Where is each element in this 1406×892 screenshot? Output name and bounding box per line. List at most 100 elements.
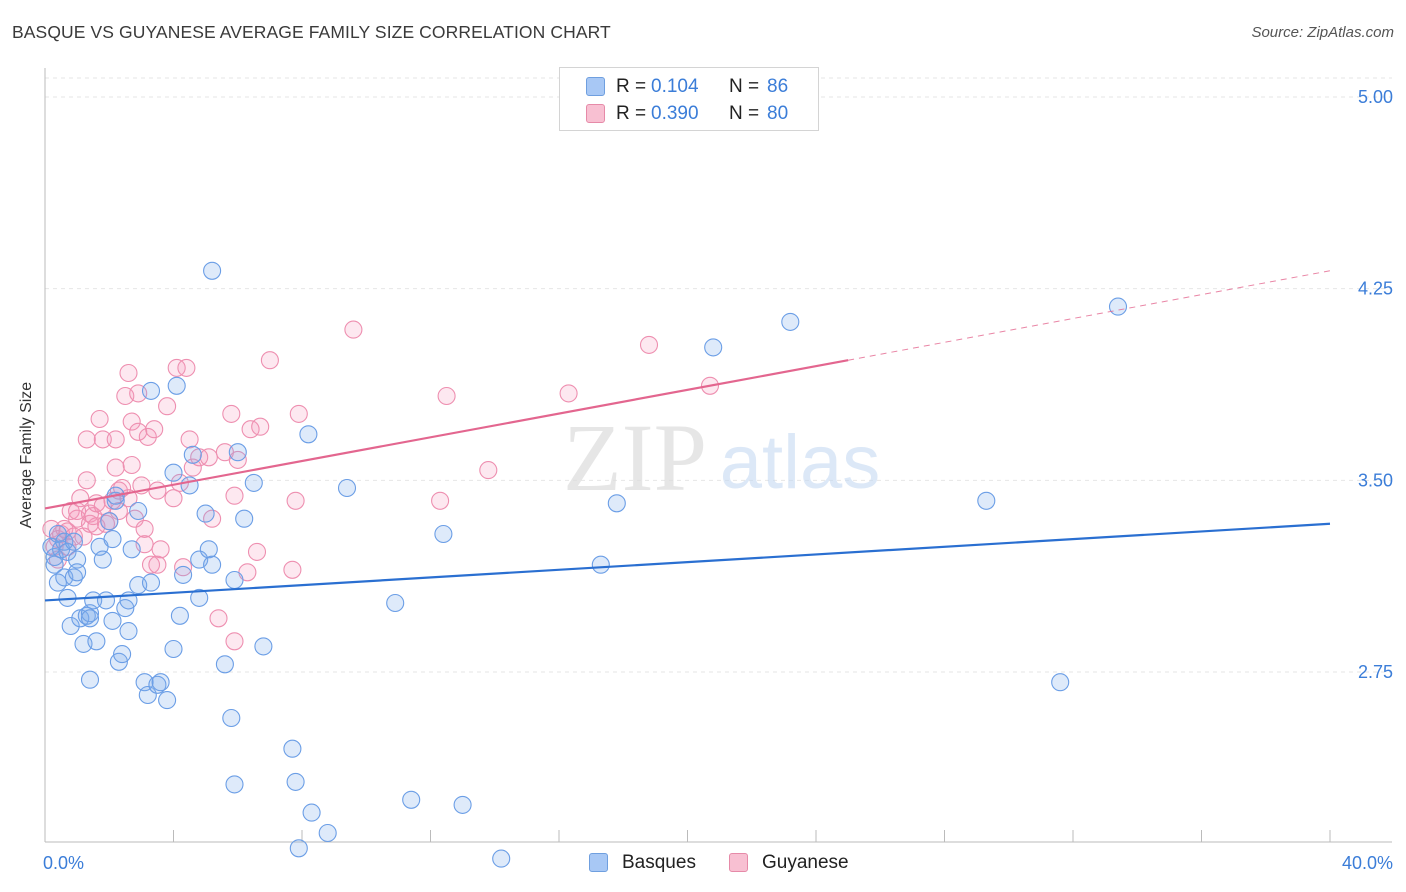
basques-point bbox=[235, 509, 254, 528]
guyanese-point bbox=[183, 458, 202, 477]
guyanese-n-value: 80 bbox=[767, 103, 789, 124]
guyanese-point bbox=[77, 430, 96, 449]
basques-point bbox=[302, 803, 321, 822]
basques-point bbox=[203, 555, 222, 574]
y-tick-label: 5.00 bbox=[1358, 87, 1393, 107]
basques-r-value: 0.104 bbox=[651, 76, 699, 97]
basques-point bbox=[129, 501, 148, 521]
guyanese-point bbox=[167, 358, 186, 377]
guyanese-legend-swatch bbox=[729, 853, 748, 872]
basques-point bbox=[337, 478, 357, 498]
guyanese-point bbox=[129, 422, 148, 441]
basques-point bbox=[80, 609, 100, 628]
y-tick-label: 4.25 bbox=[1358, 279, 1393, 299]
guyanese-point bbox=[260, 351, 279, 370]
guyanese-point bbox=[222, 404, 241, 423]
guyanese-point bbox=[122, 455, 141, 475]
basques-point bbox=[141, 381, 161, 400]
basques-trend-line bbox=[44, 522, 1331, 602]
basques-point bbox=[64, 532, 83, 551]
guyanese-point bbox=[247, 542, 267, 561]
basques-point bbox=[1051, 673, 1070, 692]
basques-point bbox=[96, 591, 116, 610]
basques-point bbox=[222, 708, 241, 728]
source-credit: Source: ZipAtlas.com bbox=[1251, 24, 1394, 41]
basques-point bbox=[225, 775, 244, 794]
basques-point bbox=[386, 593, 405, 613]
basques-point bbox=[453, 795, 472, 814]
basques-point bbox=[64, 568, 83, 587]
basques-point bbox=[196, 504, 215, 523]
basques-point bbox=[244, 473, 263, 492]
basques-point bbox=[55, 532, 74, 551]
basques-point bbox=[434, 524, 453, 544]
basques-point bbox=[591, 555, 610, 574]
watermark-atlas: atlas bbox=[720, 420, 881, 505]
y-axis-title: Average Family Size bbox=[18, 381, 35, 529]
guyanese-point bbox=[199, 448, 218, 467]
basques-point bbox=[93, 550, 112, 569]
basques-point bbox=[113, 645, 132, 664]
guyanese-point bbox=[151, 540, 170, 559]
guyanese-r-value: 0.390 bbox=[651, 103, 699, 124]
basques-point bbox=[318, 823, 337, 843]
guyanese-point bbox=[164, 489, 183, 508]
basques-point bbox=[289, 839, 308, 858]
guyanese-point bbox=[479, 461, 498, 480]
y-tick-label: 3.50 bbox=[1358, 470, 1393, 490]
basques-point bbox=[103, 530, 122, 549]
basques-point bbox=[1108, 297, 1128, 316]
guyanese-point bbox=[174, 558, 193, 577]
guyanese-point bbox=[148, 481, 167, 500]
guyanese-point bbox=[225, 486, 244, 505]
guyanese-point bbox=[106, 458, 125, 477]
r-label: R = bbox=[616, 76, 647, 97]
basques-point bbox=[402, 790, 421, 809]
basques-point bbox=[141, 573, 161, 592]
guyanese-point bbox=[559, 384, 578, 403]
y-tick-label: 2.75 bbox=[1358, 662, 1393, 682]
basques-point bbox=[228, 443, 247, 462]
guyanese-trend-extension bbox=[848, 270, 1331, 361]
x-tick-label-min: 0.0% bbox=[43, 853, 84, 873]
n-label: N = bbox=[729, 103, 760, 124]
basques-point bbox=[151, 673, 170, 692]
guyanese-point bbox=[77, 471, 96, 490]
guyanese-point bbox=[437, 386, 456, 406]
guyanese-point bbox=[64, 527, 83, 546]
basques-point bbox=[84, 591, 103, 610]
basques-point bbox=[170, 606, 189, 625]
guyanese-point bbox=[251, 417, 270, 436]
guyanese-point bbox=[228, 450, 247, 469]
basques-point bbox=[164, 639, 183, 659]
basques-point bbox=[45, 555, 64, 574]
basques-point bbox=[283, 739, 302, 758]
guyanese-point bbox=[431, 491, 450, 510]
basques-point bbox=[183, 445, 202, 464]
grid-layer bbox=[45, 77, 1392, 673]
basques-point bbox=[299, 425, 318, 444]
guyanese-point bbox=[135, 519, 154, 538]
guyanese-point bbox=[344, 320, 363, 339]
watermark: ZIP atlas bbox=[563, 404, 880, 511]
axis-layer bbox=[44, 68, 1392, 843]
correlation-legend: R = 0.104 N = 86 R = 0.390 N = 80 bbox=[559, 67, 819, 131]
basques-point bbox=[977, 491, 996, 510]
basques-point bbox=[254, 637, 273, 656]
basques-swatch bbox=[586, 77, 605, 96]
chart-title: BASQUE VS GUYANESE AVERAGE FAMILY SIZE C… bbox=[12, 22, 611, 42]
guyanese-point bbox=[148, 555, 167, 574]
basques-n-value: 86 bbox=[767, 76, 789, 97]
basques-point bbox=[68, 563, 87, 582]
basques-point bbox=[174, 565, 193, 584]
basques-point bbox=[492, 849, 511, 868]
basques-point bbox=[203, 261, 222, 280]
basques-point bbox=[77, 606, 96, 625]
basques-point bbox=[58, 542, 77, 561]
watermark-zip: ZIP bbox=[563, 404, 707, 511]
guyanese-point bbox=[122, 412, 141, 431]
basques-point bbox=[190, 588, 209, 607]
basques-point bbox=[225, 570, 244, 590]
basques-point bbox=[87, 632, 106, 651]
